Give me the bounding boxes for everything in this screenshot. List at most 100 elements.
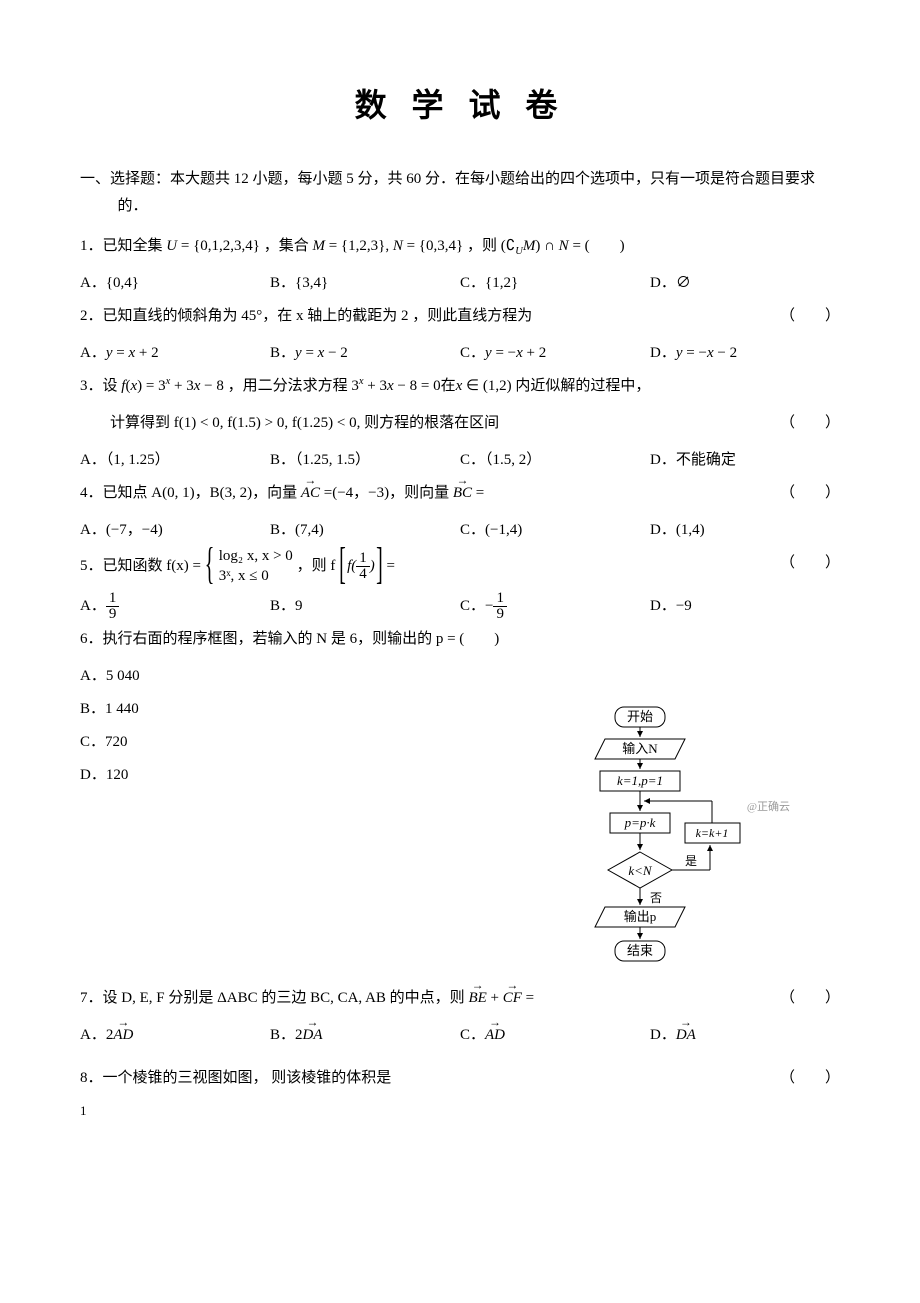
q2-opt-d: D．y = −x − 2 (650, 337, 840, 370)
page-number: 1 (80, 1103, 87, 1119)
flow-cond: k<N (628, 863, 653, 878)
q4-stem: 4．已知点 A(0, 1)，B(3, 2)，向量 AC =(−4，−3)，则向量… (80, 477, 840, 510)
q8-stem: 8．一个棱锥的三视图如图， 则该棱锥的体积是 (80, 1062, 840, 1095)
q2-stem: 2．已知直线的倾斜角为 45°，在 x 轴上的截距为 2 ，则此直线方程为 (80, 300, 840, 333)
frac-n: 1 (493, 591, 507, 607)
q5-line2: 3ˣ, x ≤ 0 (219, 567, 293, 587)
q6-opt-c: C．720 (80, 726, 380, 759)
q2-paren: （ ） (780, 300, 840, 333)
q6-opt-a: A．5 040 (80, 660, 380, 693)
q6-stem: 6．执行右面的程序框图，若输入的 N 是 6，则输出的 p = ( ) (80, 623, 840, 656)
q5-post: = (386, 558, 394, 574)
vec-bc-icon: BC (453, 477, 472, 510)
q4-post: = (472, 485, 484, 501)
vec-cf-icon: CF (503, 982, 522, 1015)
q1-opt-d: D．∅ (650, 267, 840, 300)
q7c-pre: C． (460, 1027, 485, 1043)
q1-opt-a: A．{0,4} (80, 267, 270, 300)
q7-opt-b: B．2DA (270, 1019, 460, 1052)
q2-opt-a: A．y = x + 2 (80, 337, 270, 370)
q5-pre: 5．已知函数 f(x) = (80, 558, 205, 574)
q7: 7．设 D, E, F 分别是 ΔABC 的三边 BC, CA, AB 的中点，… (80, 982, 840, 1015)
q5-inner-pre: f( (347, 558, 356, 574)
q7-paren: （ ） (780, 982, 840, 1015)
flow-yes: 是 (685, 854, 697, 868)
q7-options: A．2AD B．2DA C．AD D．DA (80, 1019, 840, 1052)
q1: 1．已知全集 U = {0,1,2,3,4} ，集合 M = {1,2,3}, … (80, 230, 840, 263)
q3-sub: 计算得到 f(1) < 0, f(1.5) > 0, f(1.25) < 0, … (80, 407, 840, 440)
flow-mul: p=p·k (624, 815, 656, 830)
q5-line1: log₂ x, x > 0 (219, 547, 293, 567)
q3-opt-a: A．（1, 1.25） (80, 444, 270, 477)
q5a-pre: A． (80, 598, 106, 614)
q7b-pre: B．2 (270, 1027, 303, 1043)
q5-inner-post: ) (370, 558, 375, 574)
q7-opt-a: A．2AD (80, 1019, 270, 1052)
piecewise-brace-icon: log₂ x, x > 0 3ˣ, x ≤ 0 (205, 547, 293, 586)
q5: 5．已知函数 f(x) = log₂ x, x > 0 3ˣ, x ≤ 0 ，则… (80, 547, 840, 586)
q4-opt-d: D．(1,4) (650, 514, 840, 547)
q4-pre: 4．已知点 A(0, 1)，B(3, 2)，向量 (80, 485, 301, 501)
frac-1-9a: 19 (106, 591, 120, 622)
q4-opt-b: B．(7,4) (270, 514, 460, 547)
q4-mid: =(−4，−3)，则向量 (320, 485, 453, 501)
vec-ad-icon: AD (113, 1019, 133, 1052)
frac-n: 1 (356, 551, 370, 567)
q5-opt-d: D．−9 (650, 590, 840, 623)
flow-inc: k=k+1 (696, 826, 729, 840)
vec-da-icon: DA (676, 1019, 696, 1052)
q7a-pre: A．2 (80, 1027, 113, 1043)
q7-stem: 7．设 D, E, F 分别是 ΔABC 的三边 BC, CA, AB 的中点，… (80, 982, 840, 1015)
vec-da-icon: DA (303, 1019, 323, 1052)
q5-paren: （ ） (780, 547, 840, 580)
q5c-pre: C．− (460, 598, 493, 614)
q8: 8．一个棱锥的三视图如图， 则该棱锥的体积是 （ ） (80, 1062, 840, 1095)
frac-1-4: 14 (356, 551, 370, 582)
vec-ad-icon: AD (485, 1019, 505, 1052)
q8-paren: （ ） (780, 1062, 840, 1095)
q5-opt-c: C．−19 (460, 590, 650, 623)
exam-title: 数 学 试 卷 (80, 80, 840, 126)
q3-paren: （ ） (780, 407, 840, 440)
q1-options: A．{0,4} B．{3,4} C．{1,2} D．∅ (80, 267, 840, 300)
flow-start: 开始 (627, 709, 653, 724)
q7-plus: + (487, 990, 503, 1006)
q6: 6．执行右面的程序框图，若输入的 N 是 6，则输出的 p = ( ) (80, 623, 840, 656)
q3-sub-text: 计算得到 f(1) < 0, f(1.5) > 0, f(1.25) < 0, … (80, 407, 840, 440)
q5-opt-b: B．9 (270, 590, 460, 623)
q5-stem: 5．已知函数 f(x) = log₂ x, x > 0 3ˣ, x ≤ 0 ，则… (80, 547, 840, 586)
flow-init: k=1,p=1 (617, 773, 663, 788)
q4: 4．已知点 A(0, 1)，B(3, 2)，向量 AC =(−4，−3)，则向量… (80, 477, 840, 510)
q4-opt-a: A．(−7，−4) (80, 514, 270, 547)
flowchart-icon: 开始 输入N k=1,p=1 p=p·k k<N 是 k=k+1 否 输出p (560, 705, 760, 995)
frac-n: 1 (106, 591, 120, 607)
q2-opt-c: C．y = −x + 2 (460, 337, 650, 370)
q7-opt-c: C．AD (460, 1019, 650, 1052)
q3-opt-b: B．（1.25, 1.5） (270, 444, 460, 477)
q6-opt-b: B．1 440 (80, 693, 380, 726)
q6-opt-d: D．120 (80, 759, 380, 792)
flow-out: 输出p (624, 909, 657, 924)
q3: 3．设 f(x) = 3x + 3x − 8 ，用二分法求方程 3x + 3x … (80, 370, 840, 403)
vec-be-icon: BE (468, 982, 486, 1015)
q5-options: A．19 B．9 C．−19 D．−9 (80, 590, 840, 623)
bracket-icon: f(14) (339, 550, 383, 583)
q4-paren: （ ） (780, 477, 840, 510)
q1-stem: 1．已知全集 U = {0,1,2,3,4} ，集合 M = {1,2,3}, … (80, 230, 840, 263)
q5-opt-a: A．19 (80, 590, 270, 623)
q3-stem: 3．设 f(x) = 3x + 3x − 8 ，用二分法求方程 3x + 3x … (80, 370, 840, 403)
q3-opt-c: C．（1.5, 2） (460, 444, 650, 477)
frac-d: 9 (493, 607, 507, 622)
section-header: 一、选择题：本大题共 12 小题，每小题 5 分，共 60 分．在每小题给出的四… (80, 166, 840, 220)
q7-opt-d: D．DA (650, 1019, 840, 1052)
q2: 2．已知直线的倾斜角为 45°，在 x 轴上的截距为 2 ，则此直线方程为 （ … (80, 300, 840, 333)
frac-d: 9 (106, 607, 120, 622)
q7-pre: 7．设 D, E, F 分别是 ΔABC 的三边 BC, CA, AB 的中点，… (80, 990, 468, 1006)
q2-options: A．y = x + 2 B．y = x − 2 C．y = −x + 2 D．y… (80, 337, 840, 370)
vec-ac-icon: AC (301, 477, 320, 510)
q2-opt-b: B．y = x − 2 (270, 337, 460, 370)
q3-opt-d: D．不能确定 (650, 444, 840, 477)
flow-no: 否 (650, 891, 662, 905)
q4-options: A．(−7，−4) B．(7,4) C．(−1,4) D．(1,4) (80, 514, 840, 547)
q6-options: A．5 040 B．1 440 C．720 D．120 (80, 660, 380, 792)
